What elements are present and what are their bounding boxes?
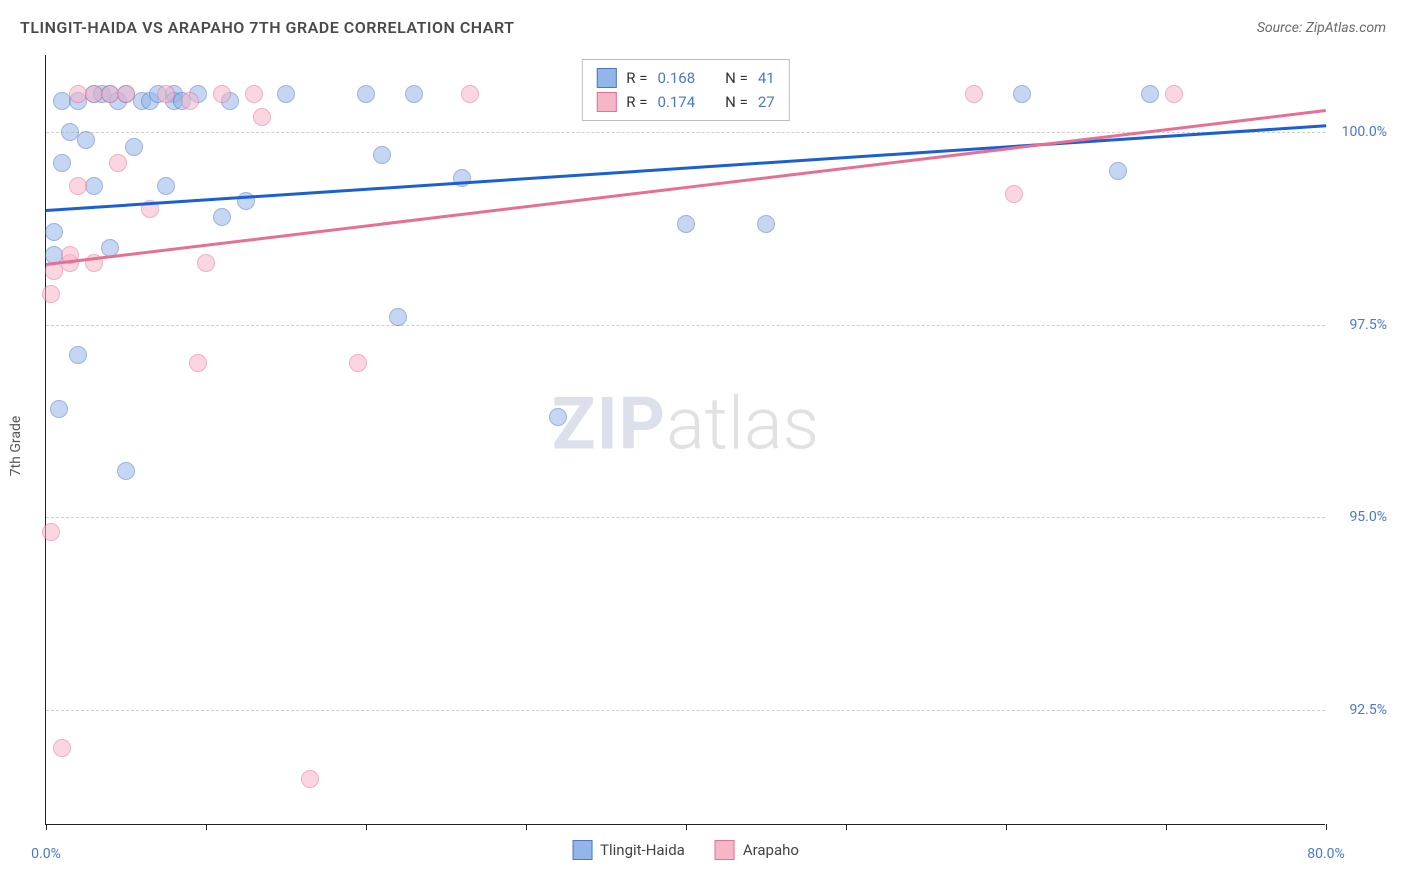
data-point [117,85,135,103]
n-label: N = [725,69,748,87]
x-tick-label: 80.0% [1307,846,1345,862]
x-tick [526,824,527,830]
legend-row-series-1: R = 0.174 N = 27 [596,90,774,114]
series-legend: Tlingit-Haida Arapaho [572,840,799,860]
legend-swatch-0 [596,68,616,88]
data-point [189,354,207,372]
legend-label-0: Tlingit-Haida [600,841,685,859]
chart-title: TLINGIT-HAIDA VS ARAPAHO 7TH GRADE CORRE… [20,18,514,37]
watermark: ZIPatlas [552,382,819,467]
data-point [1165,85,1183,103]
data-point [405,85,423,103]
data-point [125,138,143,156]
data-point [461,85,479,103]
x-tick [846,824,847,830]
data-point [373,146,391,164]
data-point [549,408,567,426]
legend-item-1: Arapaho [715,840,799,860]
data-point [42,523,60,541]
data-point [157,85,175,103]
data-point [965,85,983,103]
r-label: R = [626,93,647,111]
data-point [77,131,95,149]
source-attribution: Source: ZipAtlas.com [1257,20,1386,36]
legend-label-1: Arapaho [743,841,799,859]
watermark-zip: ZIP [552,382,666,467]
y-tick-label: 97.5% [1332,317,1387,333]
data-point [245,85,263,103]
y-tick-label: 95.0% [1332,509,1387,525]
correlation-legend: R = 0.168 N = 41 R = 0.174 N = 27 [581,59,789,121]
x-tick [1326,824,1327,830]
r-value-1: 0.174 [657,93,695,111]
data-point [757,215,775,233]
legend-swatch-0b [572,840,592,860]
legend-swatch-1b [715,840,735,860]
data-point [157,177,175,195]
data-point [53,154,71,172]
data-point [69,177,87,195]
data-point [253,108,271,126]
data-point [53,739,71,757]
data-point [50,400,68,418]
legend-item-0: Tlingit-Haida [572,840,685,860]
data-point [389,308,407,326]
data-point [42,285,60,303]
legend-swatch-1 [596,92,616,112]
data-point [117,462,135,480]
data-point [349,354,367,372]
gridline-h [46,517,1325,518]
data-point [1109,162,1127,180]
x-tick-label: 0.0% [31,846,61,862]
data-point [181,92,199,110]
data-point [453,169,471,187]
x-tick [686,824,687,830]
data-point [45,223,63,241]
y-tick-label: 92.5% [1332,702,1387,718]
r-label: R = [626,69,647,87]
scatter-plot-area: ZIPatlas R = 0.168 N = 41 R = 0.174 N = … [45,55,1325,825]
data-point [677,215,695,233]
legend-row-series-0: R = 0.168 N = 41 [596,66,774,90]
x-tick [46,824,47,830]
n-value-1: 27 [758,93,775,111]
gridline-h [46,710,1325,711]
y-tick-label: 100.0% [1332,124,1387,140]
trend-line [46,124,1326,211]
x-tick [366,824,367,830]
n-label: N = [725,93,748,111]
data-point [197,254,215,272]
r-value-0: 0.168 [657,69,695,87]
n-value-0: 41 [758,69,775,87]
gridline-h [46,325,1325,326]
data-point [1013,85,1031,103]
chart-header: TLINGIT-HAIDA VS ARAPAHO 7TH GRADE CORRE… [20,18,1386,37]
x-tick [1006,824,1007,830]
watermark-atlas: atlas [666,382,819,467]
data-point [357,85,375,103]
data-point [69,346,87,364]
y-axis-label: 7th Grade [8,416,24,477]
data-point [1141,85,1159,103]
data-point [109,154,127,172]
data-point [85,177,103,195]
data-point [277,85,295,103]
data-point [1005,185,1023,203]
x-tick [206,824,207,830]
data-point [213,85,231,103]
data-point [213,208,231,226]
data-point [301,770,319,788]
x-tick [1166,824,1167,830]
